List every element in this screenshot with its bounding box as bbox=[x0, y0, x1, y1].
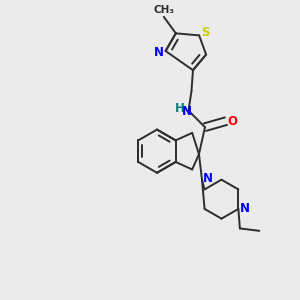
Text: N: N bbox=[182, 105, 192, 119]
Text: CH₃: CH₃ bbox=[153, 5, 174, 15]
Text: N: N bbox=[240, 202, 250, 214]
Text: N: N bbox=[154, 46, 164, 59]
Text: N: N bbox=[203, 172, 213, 185]
Text: O: O bbox=[228, 115, 238, 128]
Text: S: S bbox=[202, 26, 210, 40]
Text: H: H bbox=[175, 102, 184, 115]
